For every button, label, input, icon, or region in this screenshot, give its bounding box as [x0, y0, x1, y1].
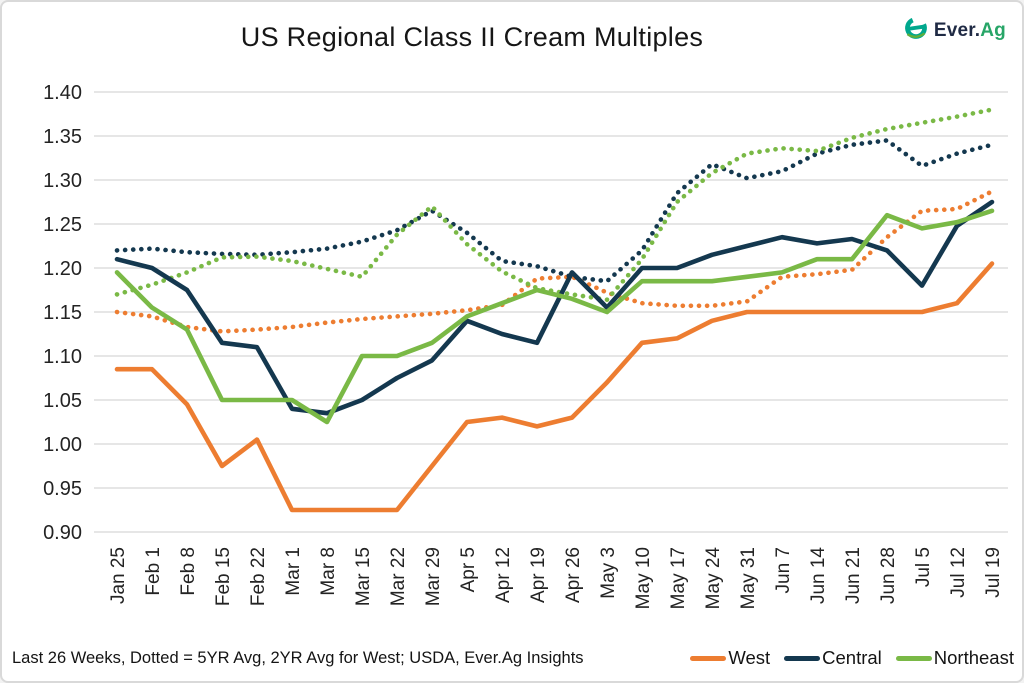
series-west-line [114, 261, 995, 513]
y-tick-label: 1.40 [43, 82, 82, 104]
series-central-line [114, 199, 995, 416]
x-tick-label: Apr 19 [528, 547, 549, 603]
series-west-2yr-avg-line [114, 189, 995, 334]
x-tick-label: Mar 8 [318, 547, 339, 596]
y-tick-label: 1.35 [43, 126, 82, 148]
x-tick-label: May 31 [738, 547, 759, 609]
source-note: Last 26 Weeks, Dotted = 5YR Avg, 2YR Avg… [12, 648, 584, 667]
west-line-swatch [690, 655, 727, 661]
y-tick-label: 1.20 [43, 258, 82, 280]
x-tick-label: Jun 7 [773, 547, 794, 593]
x-tick-label: Mar 1 [283, 547, 304, 596]
x-tick-label: Mar 22 [388, 547, 409, 606]
legend: West Central Northeast [690, 647, 1014, 669]
legend-item-northeast: Northeast [895, 647, 1014, 669]
y-tick-label: 1.10 [43, 346, 82, 368]
logo-text-ever: Ever. [933, 19, 981, 41]
line-chart-plot: 0.90 0.95 1.00 1.05 1.10 1.15 1.20 1.25 1.30 1.35… [43, 82, 1008, 610]
series-central-5yr-avg-line [114, 138, 995, 284]
legend-item-west: West [690, 647, 770, 669]
ever-ag-logo: Ever.Ag [902, 14, 1006, 47]
legend-label-northeast: Northeast [933, 647, 1014, 668]
x-tick-label: Mar 29 [423, 547, 444, 606]
logo-text-ag: Ag [980, 19, 1006, 41]
series-northeast-line [114, 208, 995, 425]
x-tick-label: Feb 15 [213, 547, 234, 606]
x-tick-label: Feb 22 [248, 547, 269, 606]
y-tick-label: 1.25 [43, 214, 82, 236]
legend-label-west: West [728, 647, 771, 668]
legend-label-central: Central [822, 647, 882, 668]
x-tick-label: May 24 [703, 547, 724, 610]
x-tick-label: Mar 15 [353, 547, 374, 606]
series-northeast-5yr-avg-line [114, 107, 995, 302]
x-tick-label: May 17 [668, 547, 689, 609]
legend-item-central: Central [784, 647, 882, 669]
x-tick-label: May 3 [598, 547, 619, 599]
x-tick-label: Feb 1 [143, 547, 164, 596]
y-tick-label: 1.00 [43, 434, 82, 456]
x-tick-label: Jun 21 [843, 547, 864, 604]
x-tick-label: Apr 26 [563, 547, 584, 603]
x-tick-label: Jun 28 [878, 547, 899, 604]
footer-row: Last 26 Weeks, Dotted = 5YR Avg, 2YR Avg… [12, 643, 1014, 673]
x-tick-label: Jul 5 [913, 547, 934, 587]
y-tick-label: 1.15 [43, 302, 82, 324]
chart-title: US Regional Class II Cream Multiples [240, 22, 704, 52]
x-tick-label: Apr 12 [493, 547, 514, 603]
x-tick-label: Jul 12 [948, 547, 969, 598]
y-tick-label: 0.95 [43, 478, 82, 500]
x-tick-label: Feb 8 [178, 547, 199, 596]
x-tick-label: Jul 19 [983, 547, 1004, 598]
x-tick-label: Apr 5 [458, 547, 479, 592]
x-tick-label: May 10 [633, 547, 654, 609]
central-line-swatch [784, 655, 821, 661]
ever-ag-leaf-e-icon [902, 14, 930, 47]
y-tick-label: 1.30 [43, 170, 82, 192]
y-tick-label: 1.05 [43, 390, 82, 412]
y-tick-label: 0.90 [43, 522, 82, 544]
ever-ag-wordmark: Ever.Ag [934, 20, 1006, 42]
northeast-line-swatch [895, 655, 932, 661]
x-tick-label: Jun 14 [808, 547, 829, 604]
x-tick-label: Jan 25 [108, 547, 129, 604]
